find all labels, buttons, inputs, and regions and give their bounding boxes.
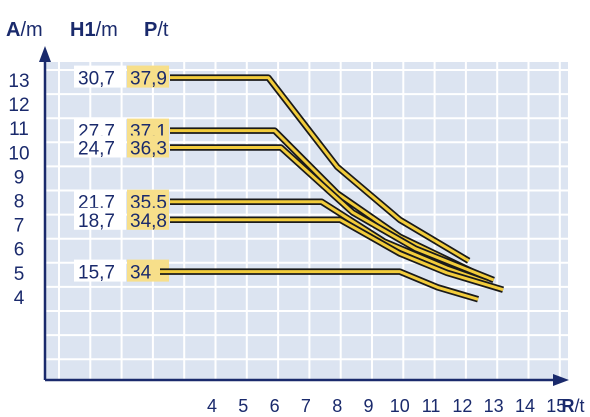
a-axis-unit: /m: [20, 19, 42, 41]
x-tick-label: 5: [238, 396, 248, 416]
p-value-label: 34,8: [130, 211, 167, 232]
x-tick-label: 4: [207, 396, 217, 416]
h1-symbol: H1: [70, 19, 96, 41]
y-tick-label: 10: [8, 143, 29, 164]
h1-header: H1/m: [70, 19, 118, 41]
y-tick-label: 9: [14, 167, 25, 188]
p-value-label: 37,9: [130, 69, 167, 90]
p-header: P/t: [144, 19, 169, 41]
y-tick-label: 7: [14, 216, 25, 237]
y-axis-ticks: 13 12 11 10 9 8 7 6 5 4: [8, 71, 29, 309]
x-axis-ticks: 4 5 6 7 8 9 10 11 12 13 14 15R/t: [207, 396, 585, 416]
y-tick-label: 11: [9, 119, 29, 140]
x-tick-label: 8: [332, 396, 342, 416]
x-tick-label: 14: [515, 396, 535, 416]
h1-value-label: 24,7: [78, 138, 115, 159]
h1-value-label: 18,7: [78, 211, 115, 232]
x-tick-label: 11: [422, 396, 441, 416]
x-tick-label: 6: [270, 396, 280, 416]
a-axis-symbol: A: [6, 19, 20, 41]
p-value-label: 36,3: [130, 138, 167, 159]
a-axis-header: A/m: [6, 19, 43, 41]
y-tick-label: 5: [14, 264, 25, 285]
y-tick-label: 13: [8, 71, 29, 92]
y-tick-label: 8: [14, 192, 25, 213]
y-tick-label: 12: [8, 95, 29, 116]
p-symbol: P: [144, 19, 157, 41]
y-axis-arrow-icon: [39, 46, 51, 62]
y-tick-label: 4: [14, 288, 25, 309]
x-tick-label: 9: [363, 396, 373, 416]
p-unit: /t: [157, 19, 169, 41]
x-tick-label: 7: [301, 396, 311, 416]
x-tick-label: 13: [484, 396, 504, 416]
p-value-label: 34: [130, 263, 152, 284]
x-tick-label: 12: [452, 396, 472, 416]
h1-unit: /m: [96, 19, 118, 41]
h1-value-label: 15,7: [78, 263, 115, 284]
x-axis-label: R/t: [561, 396, 584, 416]
x-tick-label: 10: [390, 396, 410, 416]
h1-value-label: 30,7: [78, 69, 115, 90]
y-tick-label: 6: [14, 240, 25, 261]
